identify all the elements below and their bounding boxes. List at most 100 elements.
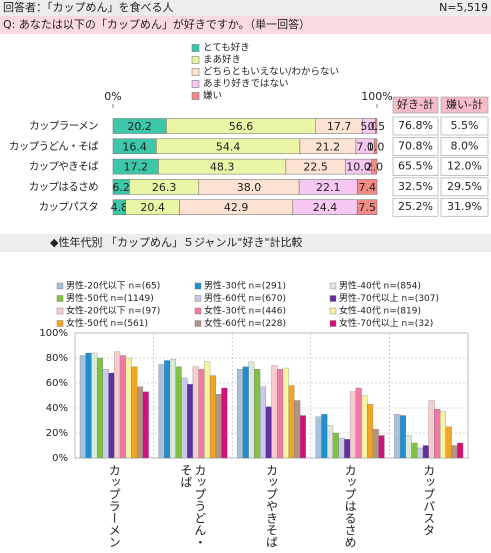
section-bar [0, 234, 491, 252]
summary-value: 70.8% [398, 139, 433, 152]
bar [254, 369, 261, 459]
bar [349, 391, 356, 459]
category-label: カップはるさめ [29, 181, 98, 193]
value-label: 16.4 [122, 140, 147, 153]
value-label: 4.8 [111, 201, 129, 214]
value-label: 7.0 [356, 140, 374, 153]
bar [288, 385, 295, 459]
bar [399, 415, 406, 459]
bar [411, 442, 418, 459]
legend-label: 男性-20代以下 n=(65) [66, 280, 160, 292]
bar [85, 352, 92, 459]
summary-cell [440, 116, 489, 136]
value-label: 10.0 [346, 161, 371, 174]
bar [119, 355, 126, 459]
legend-swatch [194, 295, 202, 302]
y-tick-label: 40% [46, 403, 68, 414]
legend-swatch [191, 44, 200, 52]
value-label: 2.0 [366, 161, 384, 174]
value-label: 21.2 [316, 140, 341, 153]
legend-swatch [56, 295, 64, 302]
bar [417, 447, 424, 459]
y-tick-label: 20% [46, 428, 68, 439]
x-tick-label: カップうどん・そば [178, 464, 207, 548]
legend-label: 男性-60代 n=(670) [204, 292, 286, 304]
legend-label: 嫌い [203, 90, 222, 102]
legend-swatch [329, 282, 337, 290]
legend-label: 女性-70代以上 n=(32) [339, 317, 433, 329]
bar [445, 426, 452, 459]
bar [142, 391, 149, 459]
bar [187, 384, 194, 459]
legend-swatch [56, 307, 64, 315]
legend-swatch [194, 307, 202, 315]
legend-label: 女性-40代 n=(819) [339, 305, 421, 317]
legend-label: 男性-30代 n=(291) [204, 280, 286, 292]
legend-label: あまり好きではない [203, 78, 289, 90]
category-label: カップラーメン [29, 120, 98, 132]
bar [175, 366, 182, 459]
bar [457, 442, 464, 459]
bar-segment [357, 179, 378, 195]
summary-value: 29.5% [447, 180, 482, 193]
summary-value: 32.5% [398, 180, 433, 193]
value-label: 5.0 [360, 120, 378, 133]
summary-cell [440, 197, 489, 217]
bar [394, 414, 401, 459]
bar [315, 416, 322, 459]
bar [277, 369, 284, 459]
bar [372, 429, 379, 459]
bar [209, 375, 216, 459]
category-label: カップやきそば [29, 161, 99, 173]
bar [221, 387, 228, 459]
value-label: 1.0 [367, 140, 385, 153]
x-tick-label: カップラーメン [107, 464, 122, 548]
bar [114, 351, 121, 459]
legend-label: 男性-40代 n=(854) [339, 280, 421, 292]
legend-label: 女性-60代 n=(228) [204, 317, 286, 329]
bar [204, 361, 211, 459]
bar [451, 445, 458, 459]
bar [248, 361, 255, 459]
value-label: 56.6 [229, 120, 254, 133]
bar [294, 400, 301, 459]
bar [361, 395, 368, 459]
value-label: 17.7 [327, 120, 352, 133]
value-label: 20.2 [127, 120, 152, 133]
summary-cell [440, 177, 489, 197]
bar [125, 357, 132, 459]
summary-cell [392, 177, 439, 197]
summary-cell [392, 197, 439, 217]
summary-cell [392, 137, 439, 156]
bar [422, 445, 429, 459]
value-label: 17.2 [123, 161, 148, 174]
value-label: 26.3 [152, 181, 177, 194]
x-tick-label: カップパスタ [421, 464, 436, 536]
sample-size: N=5,519 [439, 1, 488, 14]
legend-label: 女性-20代以下 n=(97) [66, 305, 160, 317]
legend-swatch [329, 295, 337, 302]
bar [259, 386, 266, 459]
bar [332, 432, 339, 459]
x-tick-label: 0% [104, 90, 121, 103]
bar-segment [374, 138, 378, 155]
bar [192, 366, 199, 459]
bar [137, 386, 144, 459]
summary-value: 25.2% [398, 200, 433, 213]
value-label: 20.4 [140, 201, 165, 214]
legend-label: 男性-50代 n=(1149) [66, 292, 154, 304]
legend-label: どちらともいえない/わからない [203, 67, 339, 78]
bar [198, 369, 205, 459]
question-bar [0, 16, 491, 34]
bar [428, 400, 435, 459]
bar [367, 404, 374, 459]
bar [102, 369, 109, 459]
legend-swatch [191, 68, 200, 76]
bar [321, 414, 328, 459]
bar [355, 387, 362, 459]
summary-header: 嫌い-計 [446, 97, 483, 111]
legend-swatch [56, 320, 64, 327]
bar [131, 366, 138, 459]
value-label: 22.5 [303, 161, 328, 174]
